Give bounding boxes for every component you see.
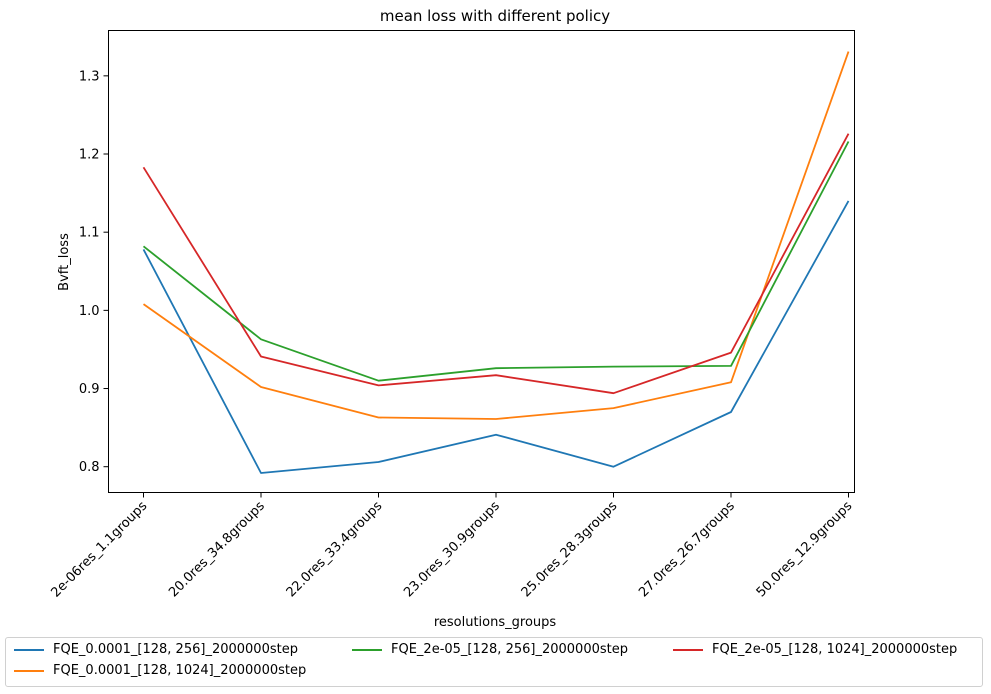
- x-tick-label: 27.0res_26.7groups: [636, 499, 738, 601]
- y-tick-label: 1.1: [79, 226, 100, 241]
- legend: FQE_0.0001_[128, 256]_2000000step FQE_0.0…: [5, 637, 983, 687]
- legend-item: FQE_2e-05_[128, 1024]_2000000step: [673, 642, 957, 657]
- legend-item: FQE_0.0001_[128, 1024]_2000000step: [14, 663, 306, 678]
- y-tick-label: 1.2: [79, 148, 100, 163]
- legend-label: FQE_0.0001_[128, 1024]_2000000step: [53, 663, 307, 678]
- x-tick-label: 25.0res_28.3groups: [519, 499, 621, 601]
- legend-label: FQE_2e-05_[128, 1024]_2000000step: [712, 642, 958, 657]
- y-axis-label: Bvft_loss: [57, 233, 72, 291]
- y-tick-label: 0.8: [79, 460, 100, 475]
- y-tick-label: 1.3: [79, 69, 100, 84]
- y-tick-label: 0.9: [79, 382, 100, 397]
- x-tick-label: 2e-06res_1.1groups: [48, 499, 150, 601]
- legend-swatch: [14, 648, 44, 651]
- series-line-2: [142, 51, 850, 420]
- x-tick-label: 22.0res_33.4groups: [284, 499, 386, 601]
- chart-title: mean loss with different policy: [380, 7, 610, 25]
- x-axis-label: resolutions_groups: [434, 615, 557, 630]
- legend-label: FQE_0.0001_[128, 256]_2000000step: [53, 642, 298, 657]
- line-chart: mean loss with different policy 0.8 0.9 1.…: [48, 7, 856, 630]
- y-axis: 0.8 0.9 1.0 1.1 1.2 1.3: [79, 69, 109, 475]
- x-tick-label: 50.0res_12.9groups: [754, 499, 856, 601]
- legend-label: FQE_2e-05_[128, 256]_2000000step: [391, 642, 628, 657]
- y-tick-label: 1.0: [79, 304, 100, 319]
- legend-swatch: [352, 648, 382, 651]
- series-line-1: [142, 200, 850, 474]
- series-line-3: [142, 141, 850, 382]
- legend-swatch: [673, 648, 703, 651]
- x-axis: 2e-06res_1.1groups 20.0res_34.8groups 22.0…: [48, 492, 856, 601]
- x-tick-label: 20.0res_34.8groups: [166, 499, 268, 601]
- series-line-4: [142, 133, 850, 395]
- legend-item: FQE_2e-05_[128, 256]_2000000step: [352, 642, 628, 657]
- legend-item: FQE_0.0001_[128, 256]_2000000step: [14, 642, 298, 657]
- x-tick-label: 23.0res_30.9groups: [401, 499, 503, 601]
- plot-frame: [108, 30, 855, 493]
- legend-swatch: [14, 669, 44, 672]
